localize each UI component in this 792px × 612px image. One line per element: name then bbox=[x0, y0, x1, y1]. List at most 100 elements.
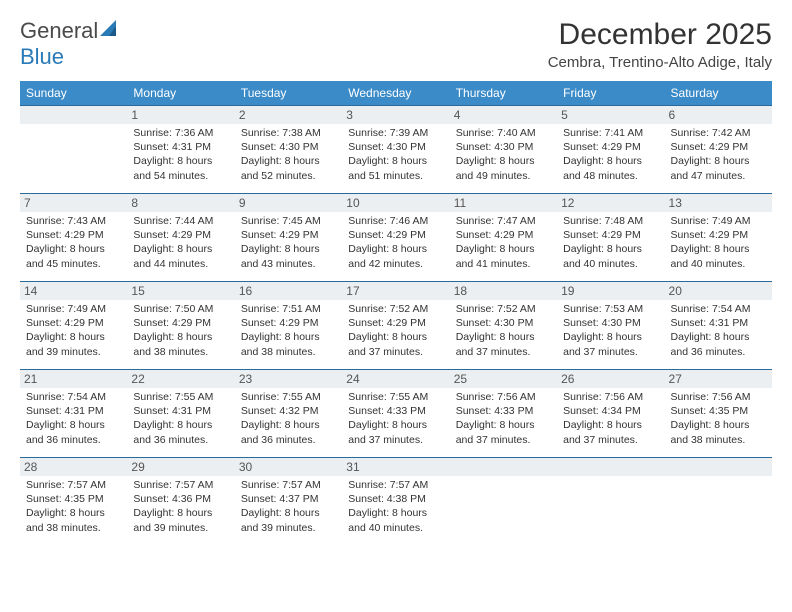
month-title: December 2025 bbox=[548, 18, 772, 52]
day-number: 23 bbox=[235, 370, 342, 388]
day-number: 22 bbox=[127, 370, 234, 388]
calendar-day-cell: 30Sunrise: 7:57 AMSunset: 4:37 PMDayligh… bbox=[235, 458, 342, 546]
day-number: 2 bbox=[235, 106, 342, 124]
calendar-week-row: 7Sunrise: 7:43 AMSunset: 4:29 PMDaylight… bbox=[20, 194, 772, 282]
day-number: 5 bbox=[557, 106, 664, 124]
weekday-header: Friday bbox=[557, 81, 664, 106]
weekday-header: Monday bbox=[127, 81, 234, 106]
day-number: 28 bbox=[20, 458, 127, 476]
calendar-day-cell: 24 Sunrise: 7:55 AMSunset: 4:33 PMDayligh… bbox=[342, 370, 449, 458]
title-block: December 2025 Cembra, Trentino-Alto Adig… bbox=[548, 18, 772, 71]
weekday-header: Thursday bbox=[450, 81, 557, 106]
logo: GeneralBlue bbox=[20, 18, 122, 70]
calendar-day-cell: 8Sunrise: 7:44 AMSunset: 4:29 PMDaylight… bbox=[127, 194, 234, 282]
calendar-day-cell: 13 Sunrise: 7:49 AMSunset: 4:29 PMDayligh… bbox=[665, 194, 772, 282]
day-details: Sunrise: 7:55 AMSunset: 4:33 PMDaylight:… bbox=[348, 390, 443, 447]
page-header: GeneralBlue December 2025 Cembra, Trenti… bbox=[20, 18, 772, 71]
calendar-day-cell: 20 Sunrise: 7:54 AMSunset: 4:31 PMDayligh… bbox=[665, 282, 772, 370]
calendar-day-cell: 26 Sunrise: 7:56 AMSunset: 4:34 PMDayligh… bbox=[557, 370, 664, 458]
calendar-week-row: 28 Sunrise: 7:57 AMSunset: 4:35 PMDayligh… bbox=[20, 458, 772, 546]
day-number: 4 bbox=[450, 106, 557, 124]
day-details: Sunrise: 7:57 AMSunset: 4:38 PMDaylight:… bbox=[348, 478, 443, 535]
calendar-day-cell: 2 Sunrise: 7:38 AMSunset: 4:30 PMDaylight… bbox=[235, 106, 342, 194]
location-subtitle: Cembra, Trentino-Alto Adige, Italy bbox=[548, 54, 772, 71]
calendar-day-cell: 1 Sunrise: 7:36 AMSunset: 4:31 PMDaylight… bbox=[127, 106, 234, 194]
day-number: 25 bbox=[450, 370, 557, 388]
day-number: 31 bbox=[342, 458, 449, 476]
day-number: 16 bbox=[235, 282, 342, 300]
calendar-day-cell: 22 Sunrise: 7:55 AMSunset: 4:31 PMDayligh… bbox=[127, 370, 234, 458]
day-details: Sunrise: 7:49 AMSunset: 4:29 PMDaylight:… bbox=[671, 214, 766, 271]
day-details: Sunrise: 7:44 AMSunset: 4:29 PMDaylight:… bbox=[133, 214, 228, 271]
day-number: 24 bbox=[342, 370, 449, 388]
calendar-day-cell: 11Sunrise: 7:47 AMSunset: 4:29 PMDayligh… bbox=[450, 194, 557, 282]
logo-text-blue: Blue bbox=[20, 44, 64, 69]
day-number: 18 bbox=[450, 282, 557, 300]
calendar-day-cell: 9Sunrise: 7:45 AMSunset: 4:29 PMDaylight… bbox=[235, 194, 342, 282]
day-number: 15 bbox=[127, 282, 234, 300]
calendar-table: SundayMondayTuesdayWednesdayThursdayFrid… bbox=[20, 81, 772, 546]
day-number: 30 bbox=[235, 458, 342, 476]
calendar-day-cell: 28 Sunrise: 7:57 AMSunset: 4:35 PMDayligh… bbox=[20, 458, 127, 546]
calendar-day-cell: 15Sunrise: 7:50 AMSunset: 4:29 PMDayligh… bbox=[127, 282, 234, 370]
weekday-header-row: SundayMondayTuesdayWednesdayThursdayFrid… bbox=[20, 81, 772, 106]
day-number: 17 bbox=[342, 282, 449, 300]
calendar-day-cell bbox=[450, 458, 557, 546]
day-number: 20 bbox=[665, 282, 772, 300]
day-details: Sunrise: 7:40 AMSunset: 4:30 PMDaylight:… bbox=[456, 126, 551, 183]
day-number bbox=[557, 458, 664, 476]
day-number: 13 bbox=[665, 194, 772, 212]
logo-text-general: General bbox=[20, 18, 98, 43]
day-details: Sunrise: 7:55 AMSunset: 4:31 PMDaylight:… bbox=[133, 390, 228, 447]
day-details: Sunrise: 7:56 AMSunset: 4:33 PMDaylight:… bbox=[456, 390, 551, 447]
calendar-body: 1 Sunrise: 7:36 AMSunset: 4:31 PMDaylight… bbox=[20, 106, 772, 546]
day-number: 19 bbox=[557, 282, 664, 300]
day-details: Sunrise: 7:49 AMSunset: 4:29 PMDaylight:… bbox=[26, 302, 121, 359]
day-details: Sunrise: 7:54 AMSunset: 4:31 PMDaylight:… bbox=[671, 302, 766, 359]
day-details: Sunrise: 7:54 AMSunset: 4:31 PMDaylight:… bbox=[26, 390, 121, 447]
day-details: Sunrise: 7:42 AMSunset: 4:29 PMDaylight:… bbox=[671, 126, 766, 183]
day-number: 10 bbox=[342, 194, 449, 212]
day-details: Sunrise: 7:53 AMSunset: 4:30 PMDaylight:… bbox=[563, 302, 658, 359]
calendar-week-row: 14 Sunrise: 7:49 AMSunset: 4:29 PMDayligh… bbox=[20, 282, 772, 370]
calendar-day-cell: 5Sunrise: 7:41 AMSunset: 4:29 PMDaylight… bbox=[557, 106, 664, 194]
weekday-header: Wednesday bbox=[342, 81, 449, 106]
day-details: Sunrise: 7:57 AMSunset: 4:35 PMDaylight:… bbox=[26, 478, 121, 535]
day-number bbox=[665, 458, 772, 476]
calendar-day-cell: 16 Sunrise: 7:51 AMSunset: 4:29 PMDayligh… bbox=[235, 282, 342, 370]
day-details: Sunrise: 7:36 AMSunset: 4:31 PMDaylight:… bbox=[133, 126, 228, 183]
calendar-day-cell: 25 Sunrise: 7:56 AMSunset: 4:33 PMDayligh… bbox=[450, 370, 557, 458]
calendar-day-cell: 18Sunrise: 7:52 AMSunset: 4:30 PMDayligh… bbox=[450, 282, 557, 370]
day-number: 21 bbox=[20, 370, 127, 388]
calendar-day-cell: 19 Sunrise: 7:53 AMSunset: 4:30 PMDayligh… bbox=[557, 282, 664, 370]
day-number bbox=[20, 106, 127, 124]
day-details: Sunrise: 7:55 AMSunset: 4:32 PMDaylight:… bbox=[241, 390, 336, 447]
calendar-day-cell: 21 Sunrise: 7:54 AMSunset: 4:31 PMDayligh… bbox=[20, 370, 127, 458]
day-number: 6 bbox=[665, 106, 772, 124]
day-number bbox=[450, 458, 557, 476]
day-details: Sunrise: 7:56 AMSunset: 4:34 PMDaylight:… bbox=[563, 390, 658, 447]
calendar-day-cell: 7Sunrise: 7:43 AMSunset: 4:29 PMDaylight… bbox=[20, 194, 127, 282]
calendar-day-cell: 27Sunrise: 7:56 AMSunset: 4:35 PMDayligh… bbox=[665, 370, 772, 458]
calendar-day-cell bbox=[557, 458, 664, 546]
calendar-day-cell: 31 Sunrise: 7:57 AMSunset: 4:38 PMDayligh… bbox=[342, 458, 449, 546]
day-details: Sunrise: 7:57 AMSunset: 4:36 PMDaylight:… bbox=[133, 478, 228, 535]
day-number: 14 bbox=[20, 282, 127, 300]
weekday-header: Tuesday bbox=[235, 81, 342, 106]
day-number: 1 bbox=[127, 106, 234, 124]
day-number: 27 bbox=[665, 370, 772, 388]
calendar-day-cell: 4 Sunrise: 7:40 AMSunset: 4:30 PMDaylight… bbox=[450, 106, 557, 194]
day-details: Sunrise: 7:38 AMSunset: 4:30 PMDaylight:… bbox=[241, 126, 336, 183]
calendar-day-cell bbox=[20, 106, 127, 194]
calendar-day-cell: 14 Sunrise: 7:49 AMSunset: 4:29 PMDayligh… bbox=[20, 282, 127, 370]
day-details: Sunrise: 7:45 AMSunset: 4:29 PMDaylight:… bbox=[241, 214, 336, 271]
calendar-week-row: 21 Sunrise: 7:54 AMSunset: 4:31 PMDayligh… bbox=[20, 370, 772, 458]
calendar-day-cell: 29Sunrise: 7:57 AMSunset: 4:36 PMDayligh… bbox=[127, 458, 234, 546]
day-details: Sunrise: 7:48 AMSunset: 4:29 PMDaylight:… bbox=[563, 214, 658, 271]
calendar-week-row: 1 Sunrise: 7:36 AMSunset: 4:31 PMDaylight… bbox=[20, 106, 772, 194]
calendar-day-cell: 12Sunrise: 7:48 AMSunset: 4:29 PMDayligh… bbox=[557, 194, 664, 282]
day-details: Sunrise: 7:52 AMSunset: 4:29 PMDaylight:… bbox=[348, 302, 443, 359]
day-details: Sunrise: 7:51 AMSunset: 4:29 PMDaylight:… bbox=[241, 302, 336, 359]
day-number: 7 bbox=[20, 194, 127, 212]
day-number: 26 bbox=[557, 370, 664, 388]
